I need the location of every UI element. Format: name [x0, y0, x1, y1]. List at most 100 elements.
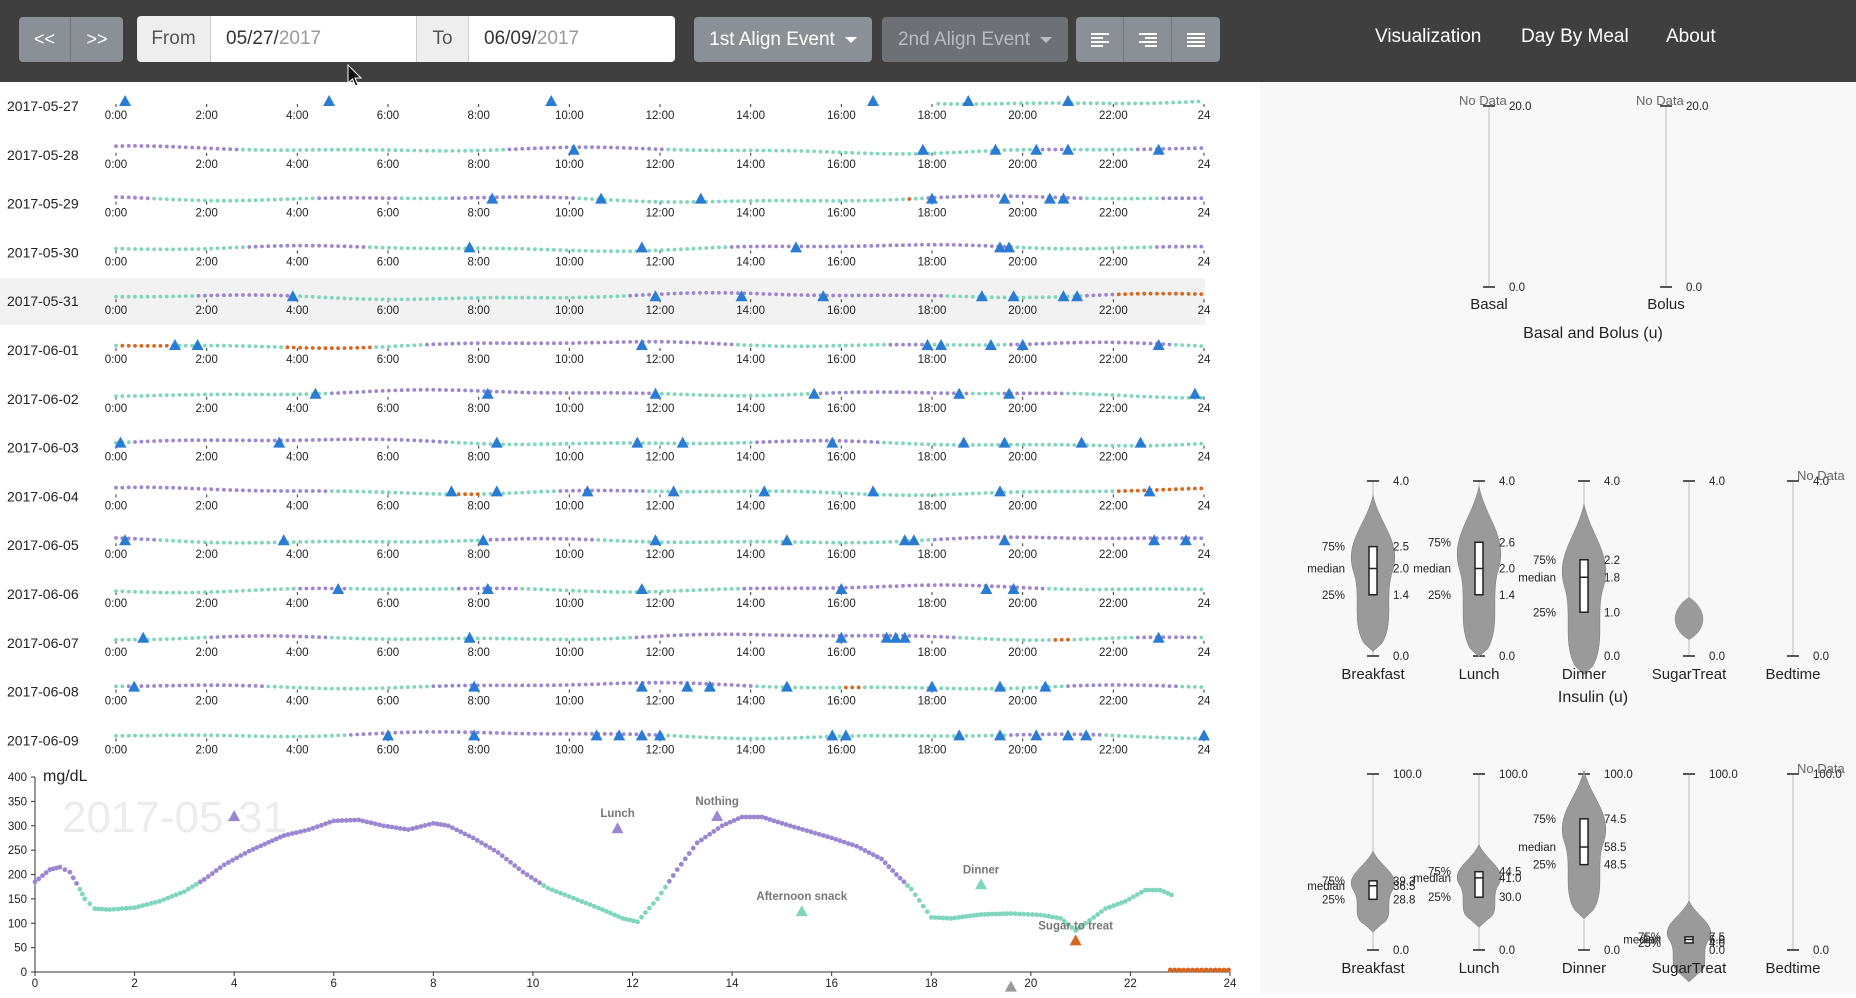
meal-event-marker[interactable]: [926, 192, 938, 204]
meal-event-marker[interactable]: [128, 680, 141, 692]
day-row[interactable]: 2017-06-010:00 2:00 4:00 6:00 8:00 10:00 12:00…: [7, 339, 1211, 366]
meal-event-marker[interactable]: [758, 485, 771, 497]
to-date-input[interactable]: 06/09/2017: [469, 16, 675, 62]
meal-event-marker[interactable]: [635, 339, 648, 350]
meal-event-marker[interactable]: [490, 485, 503, 497]
meal-event-marker[interactable]: [1134, 436, 1147, 448]
meal-event-marker[interactable]: [168, 339, 181, 350]
meal-event-marker[interactable]: [703, 680, 716, 692]
meal-event-marker[interactable]: [808, 387, 821, 399]
meal-event-marker[interactable]: [880, 631, 893, 643]
first-align-event-dropdown[interactable]: 1st Align Event: [694, 17, 872, 62]
meal-event-marker[interactable]: [867, 95, 880, 106]
meal-event-marker[interactable]: [817, 290, 830, 302]
meal-event-marker[interactable]: [867, 485, 880, 497]
meal-event-marker[interactable]: [1062, 729, 1074, 741]
meal-event-marker[interactable]: [984, 339, 997, 350]
meal-event-marker[interactable]: [975, 290, 988, 302]
meal-event-marker[interactable]: [839, 729, 852, 741]
meal-event-marker[interactable]: [676, 436, 689, 448]
meal-event-marker[interactable]: [835, 583, 848, 594]
day-row[interactable]: 2017-06-070:00 2:00 4:00 6:00 8:00 10:00 12:00…: [7, 631, 1211, 659]
meal-event-marker[interactable]: [595, 192, 608, 204]
meal-event-marker[interactable]: [635, 680, 648, 692]
meal-event-marker[interactable]: [481, 387, 494, 399]
meal-event-marker[interactable]: [486, 192, 499, 204]
meal-event-marker[interactable]: [795, 905, 808, 917]
meal-event-marker[interactable]: [898, 631, 911, 643]
nav-visualization[interactable]: Visualization: [1375, 26, 1482, 47]
meal-event-marker[interactable]: [114, 436, 127, 448]
day-row[interactable]: 2017-06-090:00 2:00 4:00 6:00 8:00 10:00 12:00…: [7, 729, 1211, 756]
meal-event-marker[interactable]: [980, 583, 993, 594]
day-row[interactable]: 2017-06-050:00 2:00 4:00 6:00 8:00 10:00 12:00…: [7, 534, 1211, 561]
day-row[interactable]: 2017-06-030:00 2:00 4:00 6:00 8:00 10:00 12:00…: [7, 436, 1211, 464]
day-row[interactable]: 2017-06-060:00 2:00 4:00 6:00 8:00 10:00 12:00…: [7, 583, 1211, 610]
meal-event-marker[interactable]: [1030, 729, 1043, 741]
meal-event-marker[interactable]: [989, 143, 1002, 155]
meal-event-marker[interactable]: [1188, 387, 1201, 399]
meal-event-marker[interactable]: [332, 583, 345, 594]
meal-event-marker[interactable]: [323, 95, 336, 106]
meal-event-marker[interactable]: [667, 485, 680, 497]
meal-event-marker[interactable]: [119, 95, 132, 106]
meal-event-marker[interactable]: [1030, 143, 1043, 155]
meal-event-marker[interactable]: [780, 534, 793, 546]
day-row[interactable]: 2017-05-290:00 2:00 4:00 6:00 8:00 10:00 12:00…: [7, 192, 1211, 220]
meal-event-marker[interactable]: [581, 485, 594, 497]
meal-event-marker[interactable]: [191, 339, 204, 350]
meal-event-marker[interactable]: [1062, 95, 1074, 106]
day-row[interactable]: 2017-05-280:00 2:00 4:00 6:00 8:00 10:00 12:00…: [7, 143, 1211, 171]
meal-event-marker[interactable]: [286, 290, 299, 302]
meal-event-marker[interactable]: [463, 631, 476, 643]
meal-event-marker[interactable]: [1071, 290, 1084, 302]
meal-event-marker[interactable]: [1016, 339, 1029, 350]
meal-event-marker[interactable]: [590, 729, 603, 741]
meal-event-marker[interactable]: [1057, 192, 1070, 204]
meal-event-marker[interactable]: [445, 485, 458, 497]
meal-event-marker[interactable]: [277, 534, 290, 546]
meal-event-marker[interactable]: [1152, 631, 1165, 643]
meal-event-marker[interactable]: [631, 436, 644, 448]
meal-event-marker[interactable]: [681, 680, 694, 692]
meal-event-marker[interactable]: [998, 436, 1011, 448]
meal-event-marker[interactable]: [649, 387, 662, 399]
meal-event-marker[interactable]: [649, 534, 662, 546]
meal-event-marker[interactable]: [1143, 485, 1156, 497]
meal-event-marker[interactable]: [309, 387, 322, 399]
meal-event-marker[interactable]: [994, 241, 1006, 253]
meal-event-marker[interactable]: [926, 680, 938, 692]
meal-event-marker[interactable]: [228, 810, 241, 821]
meal-event-marker[interactable]: [545, 95, 558, 106]
meal-event-marker[interactable]: [1069, 934, 1082, 946]
meal-event-marker[interactable]: [273, 436, 286, 448]
meal-event-marker[interactable]: [994, 485, 1006, 497]
meal-event-marker[interactable]: [889, 631, 902, 643]
second-align-event-dropdown[interactable]: 2nd Align Event: [882, 17, 1068, 62]
meal-event-marker[interactable]: [649, 290, 662, 302]
meal-event-marker[interactable]: [962, 95, 975, 106]
meal-event-marker[interactable]: [998, 534, 1011, 546]
meal-event-marker[interactable]: [711, 810, 724, 821]
meal-event-marker[interactable]: [957, 436, 970, 448]
meal-event-marker[interactable]: [953, 729, 966, 741]
meal-event-marker[interactable]: [611, 822, 624, 834]
meal-event-marker[interactable]: [998, 192, 1011, 204]
meal-event-marker[interactable]: [635, 241, 648, 253]
meal-event-marker[interactable]: [1007, 290, 1020, 302]
align-justify-button[interactable]: [1172, 17, 1220, 62]
nav-about[interactable]: About: [1666, 26, 1716, 47]
meal-event-marker[interactable]: [780, 680, 793, 692]
meal-event-marker[interactable]: [921, 339, 934, 350]
meal-event-marker[interactable]: [468, 729, 481, 741]
next-range-button[interactable]: >>: [71, 17, 123, 62]
meal-event-marker[interactable]: [382, 729, 394, 741]
meal-event-marker[interactable]: [119, 534, 132, 546]
meal-event-marker[interactable]: [1043, 192, 1056, 204]
meal-event-marker[interactable]: [1004, 980, 1017, 992]
day-row[interactable]: 2017-06-020:00 2:00 4:00 6:00 8:00 10:00 12:00…: [7, 387, 1211, 415]
meal-event-marker[interactable]: [790, 241, 802, 253]
meal-event-marker[interactable]: [907, 534, 920, 546]
meal-event-marker[interactable]: [1003, 387, 1016, 399]
meal-event-marker[interactable]: [567, 143, 580, 155]
